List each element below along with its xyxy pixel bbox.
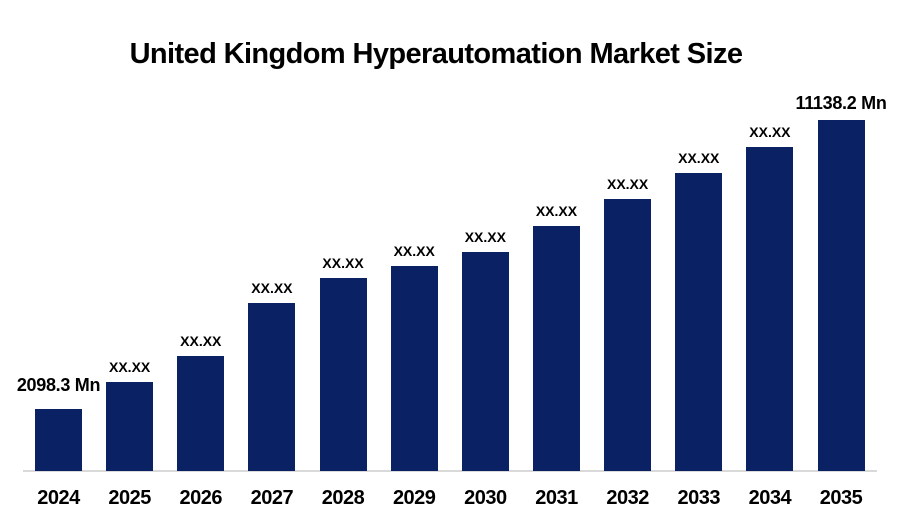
- bar-2027: [248, 303, 296, 471]
- bar-value-label-2034: XX.XX: [749, 124, 791, 140]
- x-tick-label-2033: 2033: [677, 487, 721, 509]
- x-tick-label-2025: 2025: [108, 487, 151, 509]
- bar-value-label-2024: 2098.3 Mn: [16, 375, 101, 395]
- bar-value-label-2027: XX.XX: [251, 280, 293, 296]
- bar-2034: [746, 147, 794, 471]
- x-tick-label-2029: 2029: [392, 487, 436, 509]
- bar-value-label-2028: XX.XX: [322, 255, 364, 271]
- x-tick-label-2026: 2026: [179, 487, 223, 509]
- bar-value-label-2029: XX.XX: [393, 243, 435, 259]
- bar-2026: [177, 356, 225, 471]
- chart-title: United Kingdom Hyperautomation Market Si…: [129, 38, 743, 70]
- bar-value-label-2030: XX.XX: [464, 229, 506, 245]
- bar-value-label-2031: XX.XX: [535, 203, 578, 219]
- bar-2024: [35, 409, 82, 471]
- bar-2030: [461, 252, 509, 471]
- bar-2035: [817, 120, 865, 471]
- x-axis-line: [23, 470, 877, 472]
- x-tick-label-2031: 2031: [535, 487, 578, 509]
- bar-value-label-2032: XX.XX: [606, 176, 649, 192]
- bar-2028: [319, 278, 367, 471]
- x-tick-label-2035: 2035: [819, 487, 863, 509]
- x-tick-label-2024: 2024: [37, 487, 80, 509]
- bar-value-label-2033: XX.XX: [678, 150, 720, 166]
- bar-2029: [390, 266, 438, 471]
- bar-2031: [532, 226, 580, 471]
- bar-value-label-2035: 11138.2 Mn: [795, 93, 887, 113]
- bar-value-label-2025: XX.XX: [109, 359, 151, 375]
- bar-2033: [675, 173, 723, 471]
- x-tick-label-2028: 2028: [321, 487, 365, 509]
- x-tick-label-2032: 2032: [606, 487, 649, 509]
- x-tick-label-2034: 2034: [748, 487, 792, 509]
- x-tick-label-2030: 2030: [464, 487, 507, 509]
- bar-2025: [106, 382, 154, 471]
- bar-2032: [604, 199, 652, 471]
- x-tick-label-2027: 2027: [250, 487, 294, 509]
- bar-value-label-2026: XX.XX: [180, 333, 222, 349]
